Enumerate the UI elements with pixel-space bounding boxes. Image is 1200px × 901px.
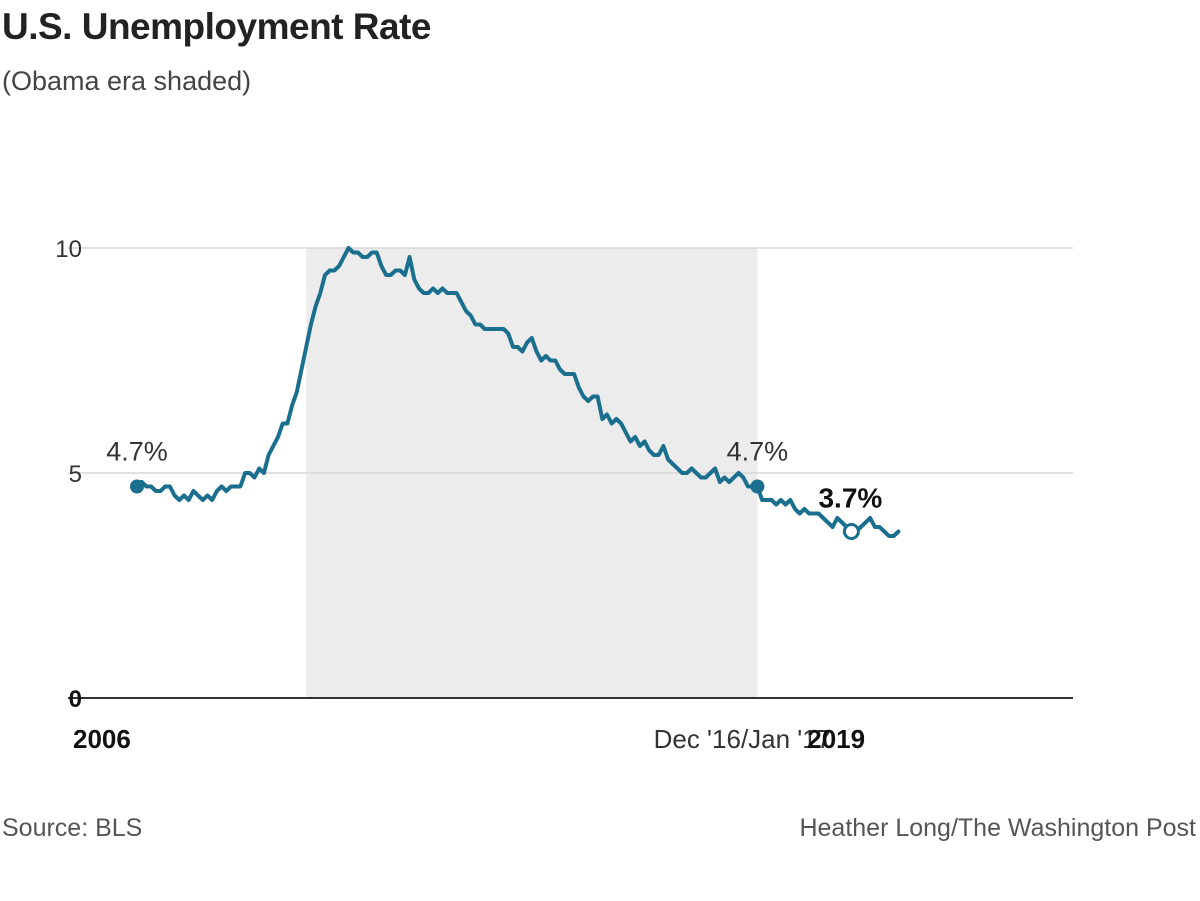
latest-value-marker bbox=[842, 523, 860, 540]
credit-note: Heather Long/The Washington Post bbox=[799, 814, 1196, 842]
x-tick-label-1: Dec '16/Jan '17 bbox=[654, 724, 832, 754]
source-note: Source: BLS bbox=[2, 814, 143, 842]
value-marker-1 bbox=[750, 479, 765, 494]
y-tick-label-5: 5 bbox=[69, 461, 82, 488]
x-tick-label-2: 2019 bbox=[807, 724, 865, 754]
y-tick-label-10: 10 bbox=[55, 236, 82, 263]
value-label-0: 4.7% bbox=[106, 437, 168, 467]
chart-subtitle: (Obama era shaded) bbox=[2, 66, 252, 96]
chart-title: U.S. Unemployment Rate bbox=[2, 6, 431, 47]
value-marker-0 bbox=[130, 479, 144, 494]
unemployment-series-line bbox=[135, 246, 901, 538]
value-label-1: 4.7% bbox=[727, 437, 789, 467]
y-tick-label-0: 0 bbox=[69, 686, 82, 713]
x-tick-label-0: 2006 bbox=[73, 724, 131, 754]
value-label-2: 3.7% bbox=[818, 483, 882, 514]
